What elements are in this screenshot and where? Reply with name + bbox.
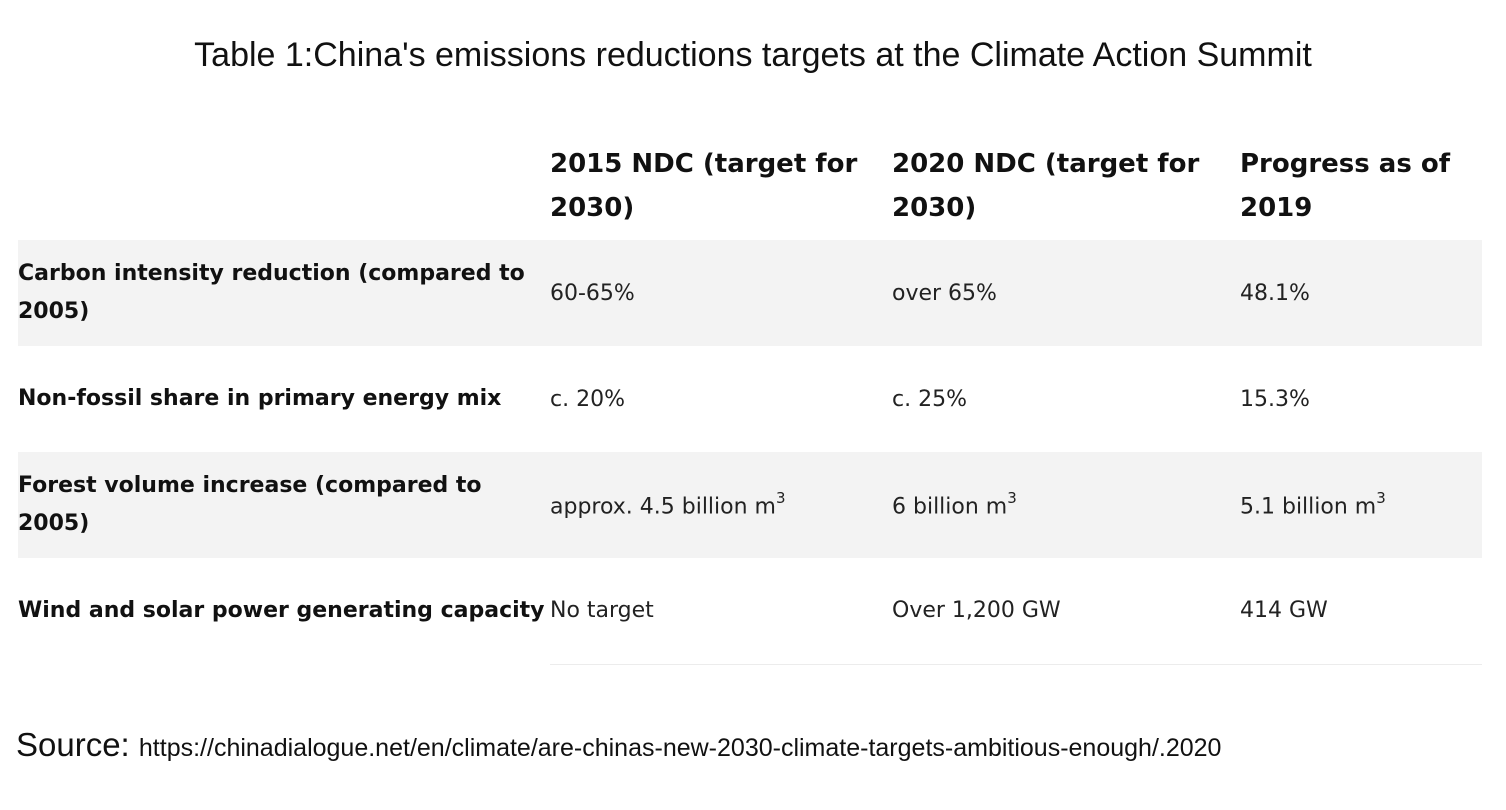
row-label: Non-fossil share in primary energy mix [18,386,502,411]
unit-superscript: 3 [1007,488,1017,507]
row-label: Carbon intensity reduction (compared to … [18,261,525,324]
cell-2015-ndc: c. 20% [550,386,625,412]
row-label: Wind and solar power generating capacity [18,598,545,623]
unit-superscript: 3 [775,488,786,507]
cell-value: approx. 4.5 billion m [550,494,776,520]
cell-2015-ndc: No target [550,558,892,665]
row-label: Forest volume increase (compared to 2005… [18,473,482,536]
header-2015-ndc-label: 2015 NDC (target for 2030) [550,149,858,223]
header-progress-2019-label: Progress as of 2019 [1240,149,1451,223]
cell-value: 6 billion m [892,494,1008,520]
cell-2015-ndc: 60-65% [550,280,635,306]
source-note: Source: https://chinadialogue.net/en/cli… [16,726,1221,764]
cell-2020-ndc: over 65% [892,280,997,306]
header-2020-ndc-label: 2020 NDC (target for 2030) [892,149,1200,223]
table-row: Wind and solar power generating capacity… [18,558,1482,665]
cell-2020-ndc: c. 25% [892,386,967,412]
header-2020-ndc: 2020 NDC (target for 2030) [892,132,1240,240]
targets-table: 2015 NDC (target for 2030) 2020 NDC (tar… [18,132,1482,665]
header-corner [18,132,550,240]
cell-2015-ndc: approx. 4.5 billion m3 [550,452,892,558]
cell-progress-2019: 5.1 billion m3 [1240,452,1482,558]
table-row: Non-fossil share in primary energy mix c… [18,346,1482,452]
header-progress-2019: Progress as of 2019 [1240,132,1482,240]
unit-superscript: 3 [1376,488,1386,507]
table-row: Carbon intensity reduction (compared to … [18,240,1482,346]
source-label: Source: [16,726,139,763]
table-header-row: 2015 NDC (target for 2030) 2020 NDC (tar… [18,132,1482,240]
cell-progress-2019: 414 GW [1240,558,1482,665]
cell-progress-2019: 15.3% [1240,386,1310,412]
cell-value: 5.1 billion m [1240,494,1377,520]
cell-progress-2019: 48.1% [1240,280,1310,306]
source-url: https://chinadialogue.net/en/climate/are… [138,734,1222,762]
cell-2020-ndc: 6 billion m3 [892,452,1240,558]
header-2015-ndc: 2015 NDC (target for 2030) [550,132,892,240]
table-title: Table 1:China's emissions reductions tar… [194,36,1312,74]
cell-2020-ndc: Over 1,200 GW [892,558,1240,665]
table-row: Forest volume increase (compared to 2005… [18,452,1482,558]
